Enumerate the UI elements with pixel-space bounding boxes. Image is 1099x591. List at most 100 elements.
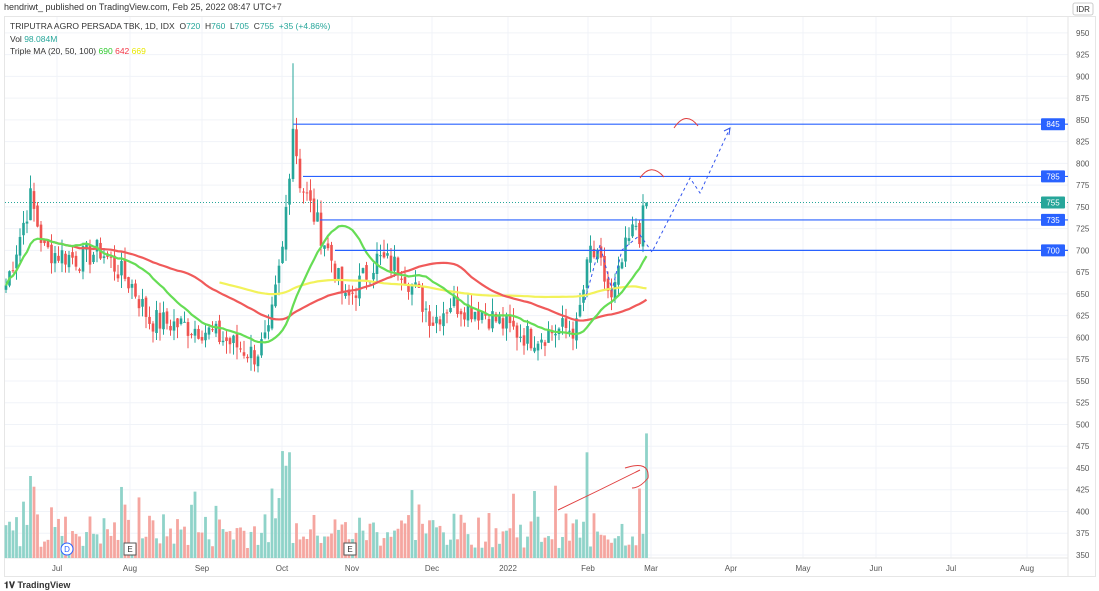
volume-bar	[305, 539, 309, 558]
candle-body	[466, 304, 470, 321]
level-price-label: 845	[1046, 120, 1060, 129]
volume-bar	[197, 532, 200, 558]
y-tick-label: 475	[1076, 442, 1090, 451]
candle-body	[589, 245, 592, 263]
candle-body	[578, 304, 582, 317]
candle-body	[50, 244, 53, 264]
candle-body	[344, 292, 347, 297]
volume-value: 98.084M	[24, 33, 58, 44]
candle-body	[522, 335, 526, 346]
candle-body	[281, 246, 284, 264]
candle-body	[431, 322, 435, 326]
x-tick-label: Feb	[581, 564, 595, 573]
volume-bar	[543, 537, 547, 558]
volume-bar	[120, 486, 123, 558]
volume-bar	[512, 493, 515, 558]
ma100-value: 669	[131, 46, 146, 56]
candle-body	[18, 236, 22, 256]
candle-body	[386, 253, 389, 256]
ma-row[interactable]: Triple MA (20, 50, 100) 690 642 669	[10, 45, 330, 58]
x-tick-label: Aug	[123, 564, 137, 573]
volume-bar	[11, 530, 15, 558]
volume-bar	[407, 515, 410, 558]
volume-bar	[386, 532, 389, 558]
volume-bar	[50, 507, 53, 558]
volume-bar	[281, 451, 284, 558]
volume-bar	[186, 544, 190, 558]
volume-bar	[88, 516, 92, 558]
candle-body	[183, 321, 186, 323]
volume-bar	[211, 546, 214, 558]
level-price-label: 735	[1046, 216, 1060, 225]
x-tick-label: Jun	[870, 564, 883, 573]
candle-body	[214, 323, 218, 334]
volume-bar	[330, 533, 333, 558]
volume-bar	[606, 539, 610, 558]
level-price-label: 700	[1046, 246, 1060, 255]
candle-body	[190, 334, 193, 336]
volume-bar	[29, 475, 32, 558]
candle-body	[305, 192, 309, 194]
candle-body	[372, 272, 375, 280]
candle-body	[634, 225, 638, 227]
volume-bar	[575, 519, 578, 558]
volume-bar	[249, 531, 253, 558]
candle-body	[610, 288, 613, 298]
candle-body	[253, 350, 256, 365]
volume-bar	[568, 540, 571, 558]
volume-bar	[515, 537, 519, 558]
volume-bar	[344, 522, 347, 558]
volume-bar	[123, 504, 127, 558]
candle-body	[246, 356, 249, 359]
volume-bar	[459, 514, 463, 558]
volume-bar	[18, 546, 22, 558]
candle-body	[603, 255, 606, 282]
candle-body	[267, 325, 270, 332]
volume-bar	[22, 501, 25, 558]
candle-body	[379, 255, 382, 257]
close-label: C	[253, 21, 260, 31]
volume-bar	[501, 531, 505, 558]
volume-bar	[4, 525, 8, 558]
candle-body	[575, 318, 578, 341]
volume-bar	[151, 520, 155, 558]
candle-body	[638, 222, 641, 245]
candle-body	[204, 332, 207, 341]
arrow-head-icon	[723, 127, 731, 136]
volume-row[interactable]: Vol 98.084M	[10, 33, 330, 46]
volume-trend-arrow	[557, 465, 649, 511]
candle-body	[249, 346, 253, 359]
level-price-tag	[1041, 213, 1065, 226]
volume-bar	[109, 535, 113, 558]
candle-body	[29, 188, 32, 221]
volume-bar	[477, 517, 480, 558]
candle-body	[312, 198, 316, 222]
volume-bar	[137, 497, 141, 558]
y-tick-label: 800	[1076, 159, 1090, 168]
y-tick-label: 600	[1076, 333, 1090, 342]
symbol-title[interactable]: TRIPUTRA AGRO PERSADA TBK, 1D, IDX	[10, 21, 175, 31]
candle-body	[298, 158, 302, 189]
candle-body	[85, 243, 88, 250]
volume-bar	[533, 491, 536, 558]
volume-bar	[603, 535, 606, 558]
volume-bar	[172, 543, 176, 558]
change-value: +35 (+4.86%)	[278, 21, 331, 31]
y-tick-label: 450	[1076, 464, 1090, 473]
dividend-event-icon	[60, 542, 74, 556]
candle-body	[4, 285, 8, 290]
volume-bar	[484, 541, 487, 558]
high-label: H	[204, 21, 212, 31]
volume-bar	[141, 538, 144, 558]
volume-bar	[582, 521, 585, 558]
y-tick-label: 750	[1076, 203, 1090, 212]
candle-body	[200, 336, 204, 341]
level-price-tag	[1041, 118, 1065, 131]
x-tick-label: Apr	[725, 564, 738, 573]
candle-body	[389, 255, 393, 272]
volume-bar	[540, 541, 543, 558]
candle-body	[186, 322, 190, 336]
volume-bar	[610, 542, 613, 558]
last-price-label: 755	[1046, 199, 1060, 208]
